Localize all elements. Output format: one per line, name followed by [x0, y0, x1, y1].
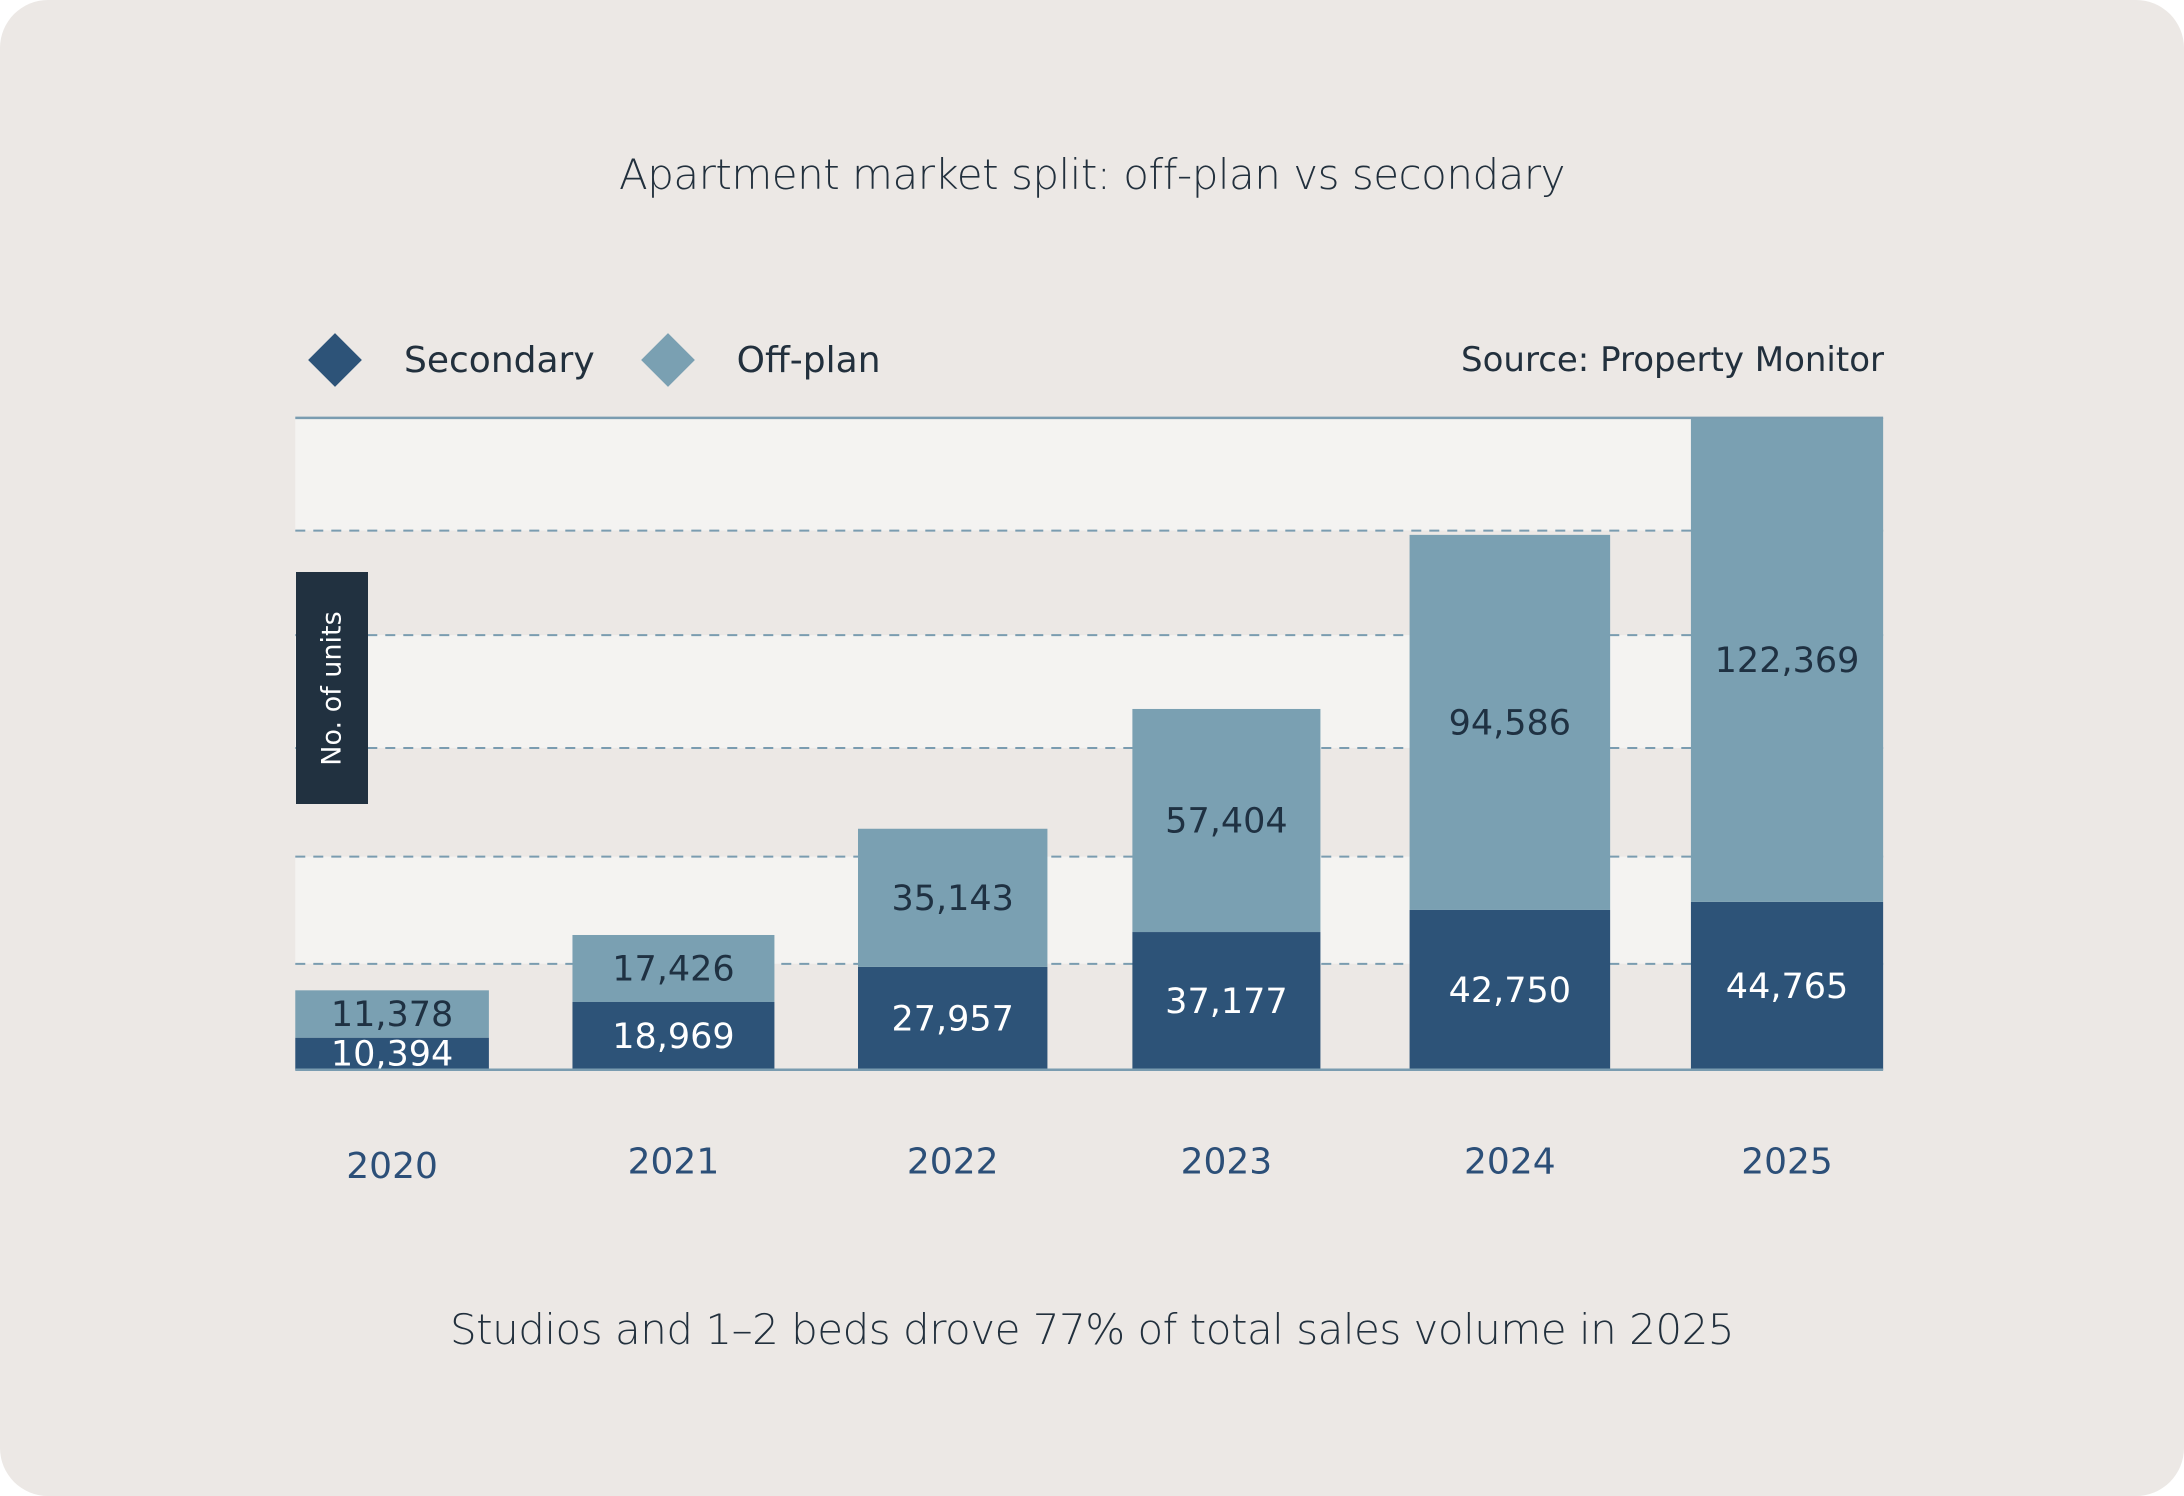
- legend-item-offplan: Off-plan: [639, 333, 881, 387]
- data-label-offplan-2024: 94,586: [1449, 703, 1571, 743]
- bar-secondary-2022: [858, 966, 1048, 1070]
- legend-item-secondary: Secondary: [306, 333, 595, 387]
- data-label-offplan-2023: 57,404: [1165, 801, 1287, 841]
- bar-offplan-2025: [1690, 417, 1884, 902]
- gridlines: [295, 529, 1884, 965]
- bar-secondary-2020: [295, 1037, 489, 1070]
- x-tick-label-2022: 2022: [907, 1142, 999, 1183]
- x-tick-label-2023: 2023: [1181, 1142, 1273, 1183]
- bar-offplan-2020: [295, 990, 489, 1038]
- bar-offplan-2021: [572, 934, 775, 1002]
- plot-band: [295, 635, 1884, 748]
- bar-secondary-2021: [572, 1001, 775, 1070]
- data-label-offplan-2025: 122,369: [1715, 641, 1860, 681]
- bar-secondary-2024: [1409, 909, 1611, 1070]
- source-note: Source: Property Monitor: [1461, 340, 1884, 380]
- y-axis-label: No. of units: [316, 610, 348, 766]
- legend-label-secondary: Secondary: [404, 339, 595, 381]
- data-label-offplan-2022: 35,143: [891, 879, 1013, 919]
- bar-secondary-2025: [1690, 901, 1884, 1070]
- data-label-secondary-2020: 10,394: [331, 1035, 453, 1075]
- data-label-secondary-2024: 42,750: [1449, 971, 1571, 1011]
- chart-caption: Studios and 1–2 beds drove 77% of total …: [449, 1305, 1735, 1354]
- plot-band: [295, 963, 1884, 1070]
- plot-bands: [295, 417, 1884, 1070]
- data-label-offplan-2020: 11,378: [331, 995, 453, 1035]
- data-label-offplan-2021: 17,426: [612, 949, 734, 989]
- x-tick-label-2020: 2020: [346, 1146, 438, 1187]
- bar-offplan-2024: [1409, 534, 1611, 910]
- bar-secondary-2023: [1132, 932, 1321, 1070]
- plot-band: [295, 417, 1884, 531]
- x-tick-label-2024: 2024: [1464, 1142, 1556, 1183]
- plot-band: [295, 856, 1884, 964]
- x-tick-label-2021: 2021: [628, 1142, 720, 1183]
- bar-offplan-2023: [1132, 708, 1321, 933]
- plot-band: [295, 747, 1884, 857]
- x-tick-label-2025: 2025: [1741, 1142, 1833, 1183]
- legend-label-offplan: Off-plan: [736, 339, 881, 381]
- data-label-secondary-2021: 18,969: [612, 1017, 734, 1057]
- bar-offplan-2022: [858, 828, 1048, 967]
- data-label-secondary-2023: 37,177: [1165, 982, 1287, 1022]
- chart-title: Apartment market split: off-plan vs seco…: [618, 150, 1566, 199]
- data-label-secondary-2025: 44,765: [1726, 967, 1848, 1007]
- plot-band: [295, 530, 1884, 636]
- bars: [295, 417, 1884, 1070]
- data-label-secondary-2022: 27,957: [891, 999, 1013, 1039]
- y-axis-label-box: No. of units: [296, 572, 368, 804]
- legend: Secondary Off-plan: [306, 330, 925, 390]
- x-axis-ticks: 2020 2021 2022 2023 2024 2025: [346, 1142, 1833, 1187]
